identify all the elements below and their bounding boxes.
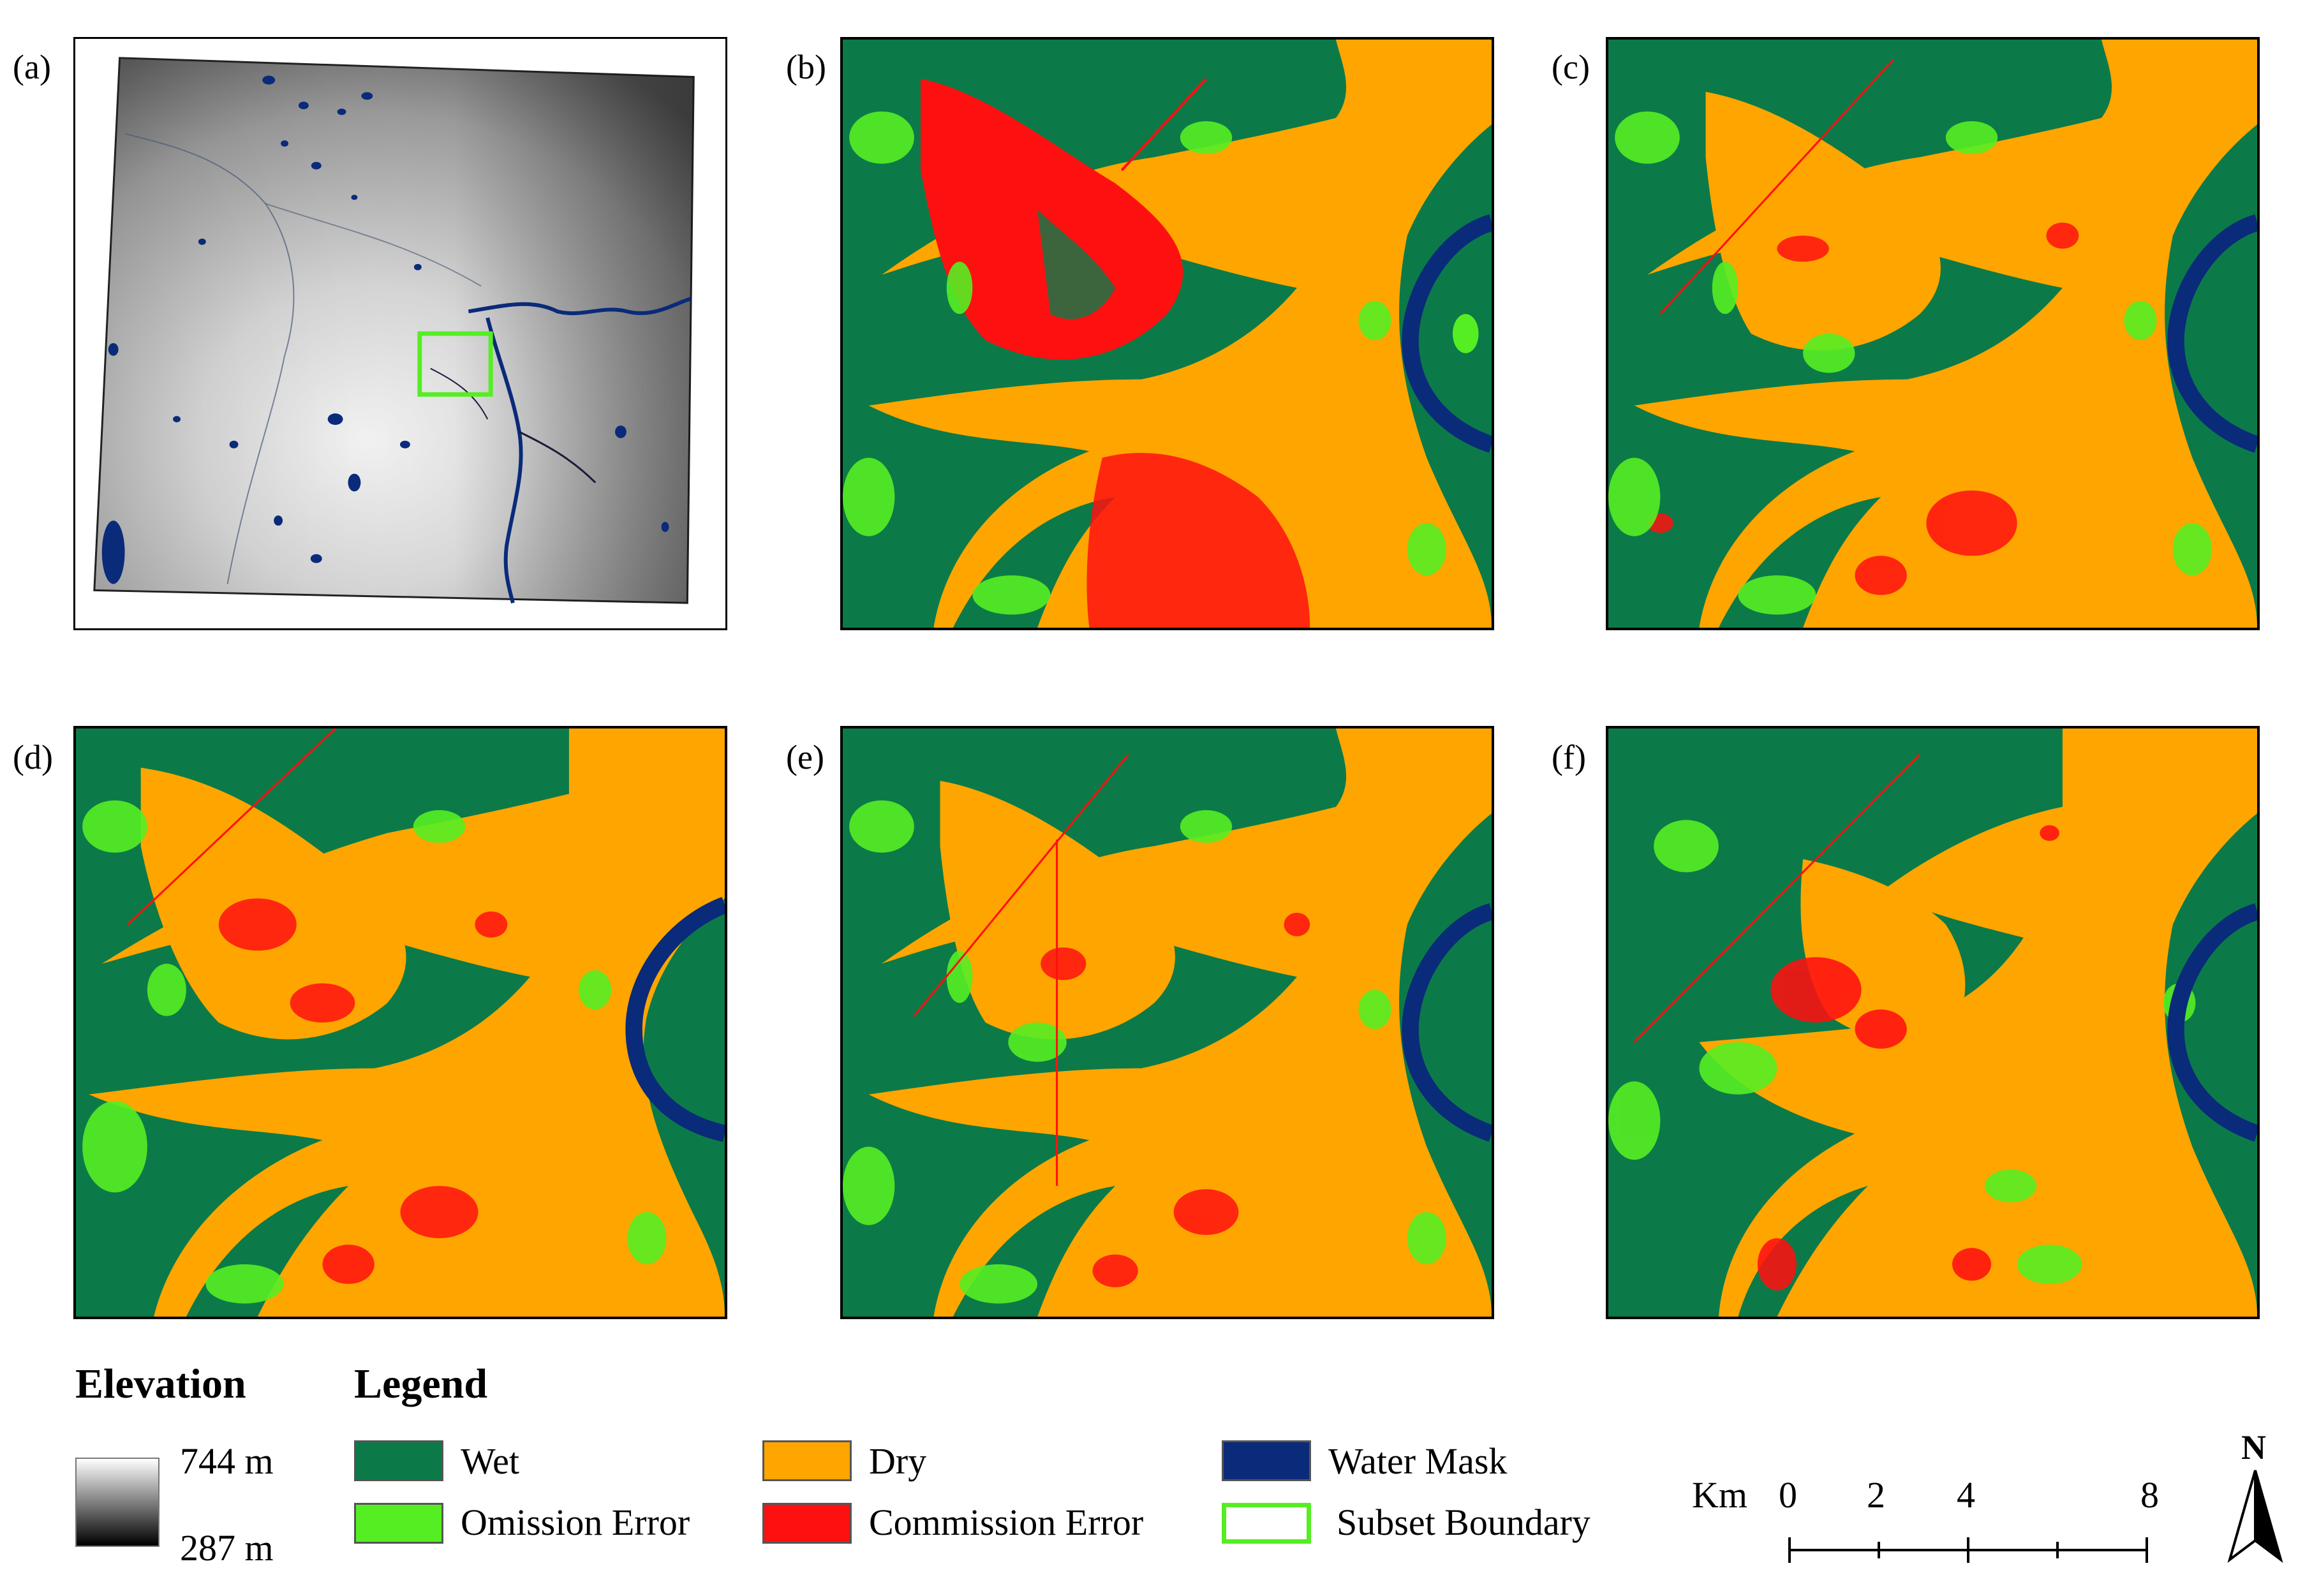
- legend-swatch-subset-boundary: [1222, 1503, 1311, 1544]
- legend-label-wet: Wet: [461, 1440, 519, 1482]
- scale-tick-2: 2: [1867, 1474, 1885, 1516]
- legend-label-subset-boundary: Subset Boundary: [1337, 1502, 1590, 1543]
- legend-swatch-water-mask: [1222, 1440, 1311, 1481]
- legend-label-commission: Commission Error: [869, 1502, 1144, 1543]
- map-elevation-overview: [73, 37, 727, 630]
- scale-bar: [1788, 1537, 2148, 1563]
- legend-label-omission: Omission Error: [461, 1502, 690, 1543]
- elevation-title: Elevation: [75, 1361, 246, 1407]
- map-panel-f: [1606, 726, 2260, 1319]
- scale-unit-label: Km: [1692, 1474, 1747, 1516]
- legend-swatch-omission: [354, 1503, 443, 1544]
- panel-label-f: (f): [1552, 738, 1586, 776]
- elevation-min-label: 287 m: [180, 1527, 274, 1569]
- elevation-colorbar: [75, 1458, 159, 1547]
- legend-swatch-dry: [762, 1440, 852, 1481]
- elevation-max-label: 744 m: [180, 1440, 274, 1482]
- panel-label-d: (d): [13, 738, 53, 776]
- map-panel-d: [73, 726, 727, 1319]
- legend-title: Legend: [354, 1361, 488, 1407]
- legend-swatch-wet: [354, 1440, 443, 1481]
- legend-swatch-commission: [762, 1503, 852, 1544]
- scale-tick-8: 8: [2140, 1474, 2159, 1516]
- panel-label-b: (b): [786, 48, 826, 86]
- map-panel-c: [1606, 37, 2260, 630]
- subset-boundary-box: [417, 331, 493, 397]
- panel-label-c: (c): [1552, 48, 1590, 86]
- map-panel-e: [840, 726, 1494, 1319]
- map-panel-b: [840, 37, 1494, 630]
- north-arrow-icon: [2227, 1470, 2283, 1563]
- legend-label-dry: Dry: [869, 1440, 927, 1482]
- panel-label-e: (e): [786, 738, 824, 776]
- panel-label-a: (a): [13, 48, 51, 86]
- north-label: N: [2241, 1428, 2266, 1467]
- scale-tick-4: 4: [1957, 1474, 1975, 1516]
- legend-label-water-mask: Water Mask: [1328, 1440, 1508, 1482]
- scale-tick-0: 0: [1779, 1474, 1797, 1516]
